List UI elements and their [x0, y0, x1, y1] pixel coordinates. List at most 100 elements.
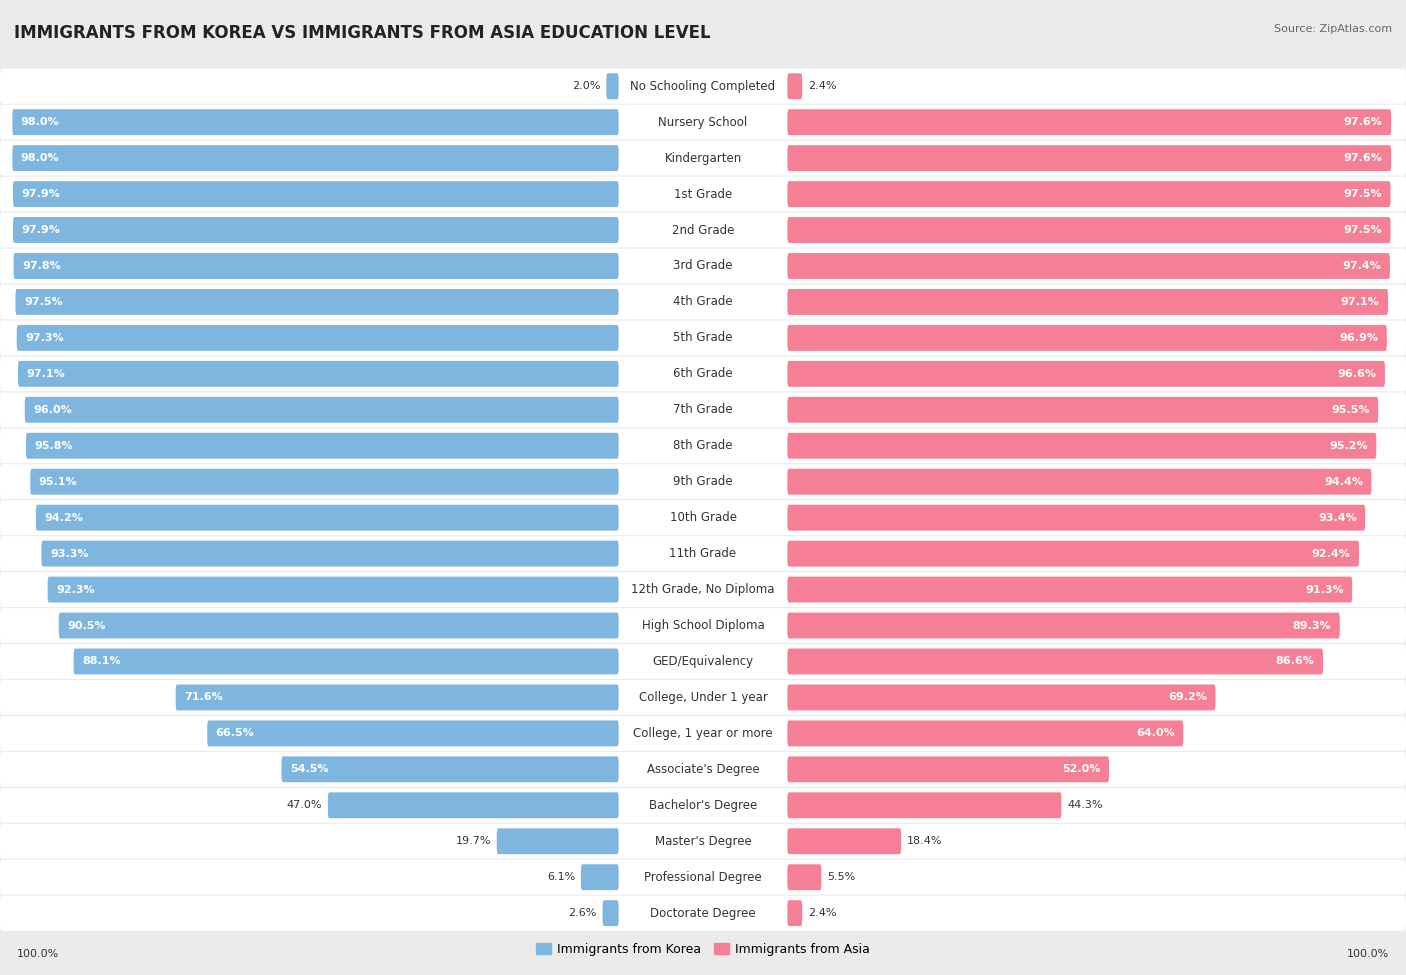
FancyBboxPatch shape [0, 464, 1406, 499]
Text: 95.2%: 95.2% [1329, 441, 1368, 450]
Text: 64.0%: 64.0% [1136, 728, 1175, 738]
FancyBboxPatch shape [73, 648, 619, 675]
Text: 2.0%: 2.0% [572, 81, 600, 92]
FancyBboxPatch shape [787, 757, 1109, 782]
Legend: Immigrants from Korea, Immigrants from Asia: Immigrants from Korea, Immigrants from A… [531, 938, 875, 961]
FancyBboxPatch shape [328, 793, 619, 818]
FancyBboxPatch shape [787, 361, 1385, 387]
Text: 8th Grade: 8th Grade [673, 440, 733, 452]
FancyBboxPatch shape [207, 721, 619, 746]
Text: 98.0%: 98.0% [21, 153, 59, 163]
Text: Master's Degree: Master's Degree [655, 835, 751, 847]
Text: 95.5%: 95.5% [1331, 405, 1369, 414]
FancyBboxPatch shape [787, 684, 1215, 711]
Text: 19.7%: 19.7% [456, 837, 491, 846]
Text: Kindergarten: Kindergarten [665, 152, 741, 165]
FancyBboxPatch shape [48, 576, 619, 603]
FancyBboxPatch shape [13, 181, 619, 207]
Text: 96.0%: 96.0% [34, 405, 72, 414]
Text: 97.5%: 97.5% [1344, 189, 1382, 199]
Text: 11th Grade: 11th Grade [669, 547, 737, 560]
FancyBboxPatch shape [17, 325, 619, 351]
Text: 97.5%: 97.5% [1344, 225, 1382, 235]
FancyBboxPatch shape [787, 181, 1391, 207]
Text: 71.6%: 71.6% [184, 692, 224, 702]
FancyBboxPatch shape [787, 145, 1391, 171]
Text: 54.5%: 54.5% [290, 764, 329, 774]
Text: 18.4%: 18.4% [907, 837, 942, 846]
FancyBboxPatch shape [37, 505, 619, 530]
Text: 95.8%: 95.8% [34, 441, 73, 450]
FancyBboxPatch shape [15, 289, 619, 315]
FancyBboxPatch shape [787, 73, 803, 99]
Text: 69.2%: 69.2% [1168, 692, 1206, 702]
FancyBboxPatch shape [0, 249, 1406, 284]
Text: 66.5%: 66.5% [215, 728, 254, 738]
FancyBboxPatch shape [0, 788, 1406, 823]
Text: 97.1%: 97.1% [27, 369, 65, 379]
FancyBboxPatch shape [787, 505, 1365, 530]
FancyBboxPatch shape [0, 752, 1406, 787]
FancyBboxPatch shape [0, 896, 1406, 930]
FancyBboxPatch shape [787, 829, 901, 854]
Text: 97.6%: 97.6% [1344, 117, 1382, 127]
FancyBboxPatch shape [0, 69, 1406, 103]
Text: 7th Grade: 7th Grade [673, 404, 733, 416]
FancyBboxPatch shape [0, 176, 1406, 212]
FancyBboxPatch shape [581, 864, 619, 890]
Text: 44.3%: 44.3% [1067, 800, 1102, 810]
Text: 94.4%: 94.4% [1324, 477, 1362, 487]
FancyBboxPatch shape [0, 860, 1406, 895]
Text: Nursery School: Nursery School [658, 116, 748, 129]
FancyBboxPatch shape [0, 500, 1406, 535]
Text: 96.9%: 96.9% [1340, 332, 1378, 343]
Text: 86.6%: 86.6% [1275, 656, 1315, 667]
FancyBboxPatch shape [13, 217, 619, 243]
Text: 95.1%: 95.1% [39, 477, 77, 487]
FancyBboxPatch shape [787, 469, 1371, 494]
FancyBboxPatch shape [41, 541, 619, 566]
Text: 97.5%: 97.5% [24, 297, 62, 307]
Text: 91.3%: 91.3% [1305, 585, 1344, 595]
Text: Professional Degree: Professional Degree [644, 871, 762, 883]
Text: High School Diploma: High School Diploma [641, 619, 765, 632]
Text: 6th Grade: 6th Grade [673, 368, 733, 380]
Text: IMMIGRANTS FROM KOREA VS IMMIGRANTS FROM ASIA EDUCATION LEVEL: IMMIGRANTS FROM KOREA VS IMMIGRANTS FROM… [14, 24, 710, 42]
FancyBboxPatch shape [787, 217, 1391, 243]
FancyBboxPatch shape [0, 644, 1406, 679]
Text: 3rd Grade: 3rd Grade [673, 259, 733, 272]
FancyBboxPatch shape [13, 109, 619, 136]
Text: GED/Equivalency: GED/Equivalency [652, 655, 754, 668]
Text: 98.0%: 98.0% [21, 117, 59, 127]
FancyBboxPatch shape [25, 433, 619, 458]
Text: 5.5%: 5.5% [827, 873, 855, 882]
Text: 52.0%: 52.0% [1063, 764, 1101, 774]
FancyBboxPatch shape [787, 721, 1184, 746]
Text: 97.9%: 97.9% [21, 189, 60, 199]
Text: Bachelor's Degree: Bachelor's Degree [650, 799, 756, 812]
Text: 93.3%: 93.3% [49, 549, 89, 559]
Text: 92.3%: 92.3% [56, 585, 94, 595]
FancyBboxPatch shape [13, 145, 619, 171]
Text: 5th Grade: 5th Grade [673, 332, 733, 344]
FancyBboxPatch shape [787, 900, 803, 926]
Text: 92.4%: 92.4% [1312, 549, 1351, 559]
FancyBboxPatch shape [0, 140, 1406, 175]
FancyBboxPatch shape [787, 397, 1378, 423]
FancyBboxPatch shape [0, 536, 1406, 571]
FancyBboxPatch shape [0, 213, 1406, 248]
FancyBboxPatch shape [603, 900, 619, 926]
Text: 9th Grade: 9th Grade [673, 475, 733, 488]
FancyBboxPatch shape [787, 254, 1391, 279]
Text: 89.3%: 89.3% [1292, 620, 1331, 631]
FancyBboxPatch shape [787, 289, 1388, 315]
Text: College, 1 year or more: College, 1 year or more [633, 727, 773, 740]
FancyBboxPatch shape [787, 793, 1062, 818]
Text: 1st Grade: 1st Grade [673, 187, 733, 201]
FancyBboxPatch shape [0, 428, 1406, 463]
FancyBboxPatch shape [176, 684, 619, 711]
Text: 88.1%: 88.1% [82, 656, 121, 667]
Text: 100.0%: 100.0% [17, 949, 59, 958]
FancyBboxPatch shape [0, 716, 1406, 751]
FancyBboxPatch shape [0, 680, 1406, 715]
